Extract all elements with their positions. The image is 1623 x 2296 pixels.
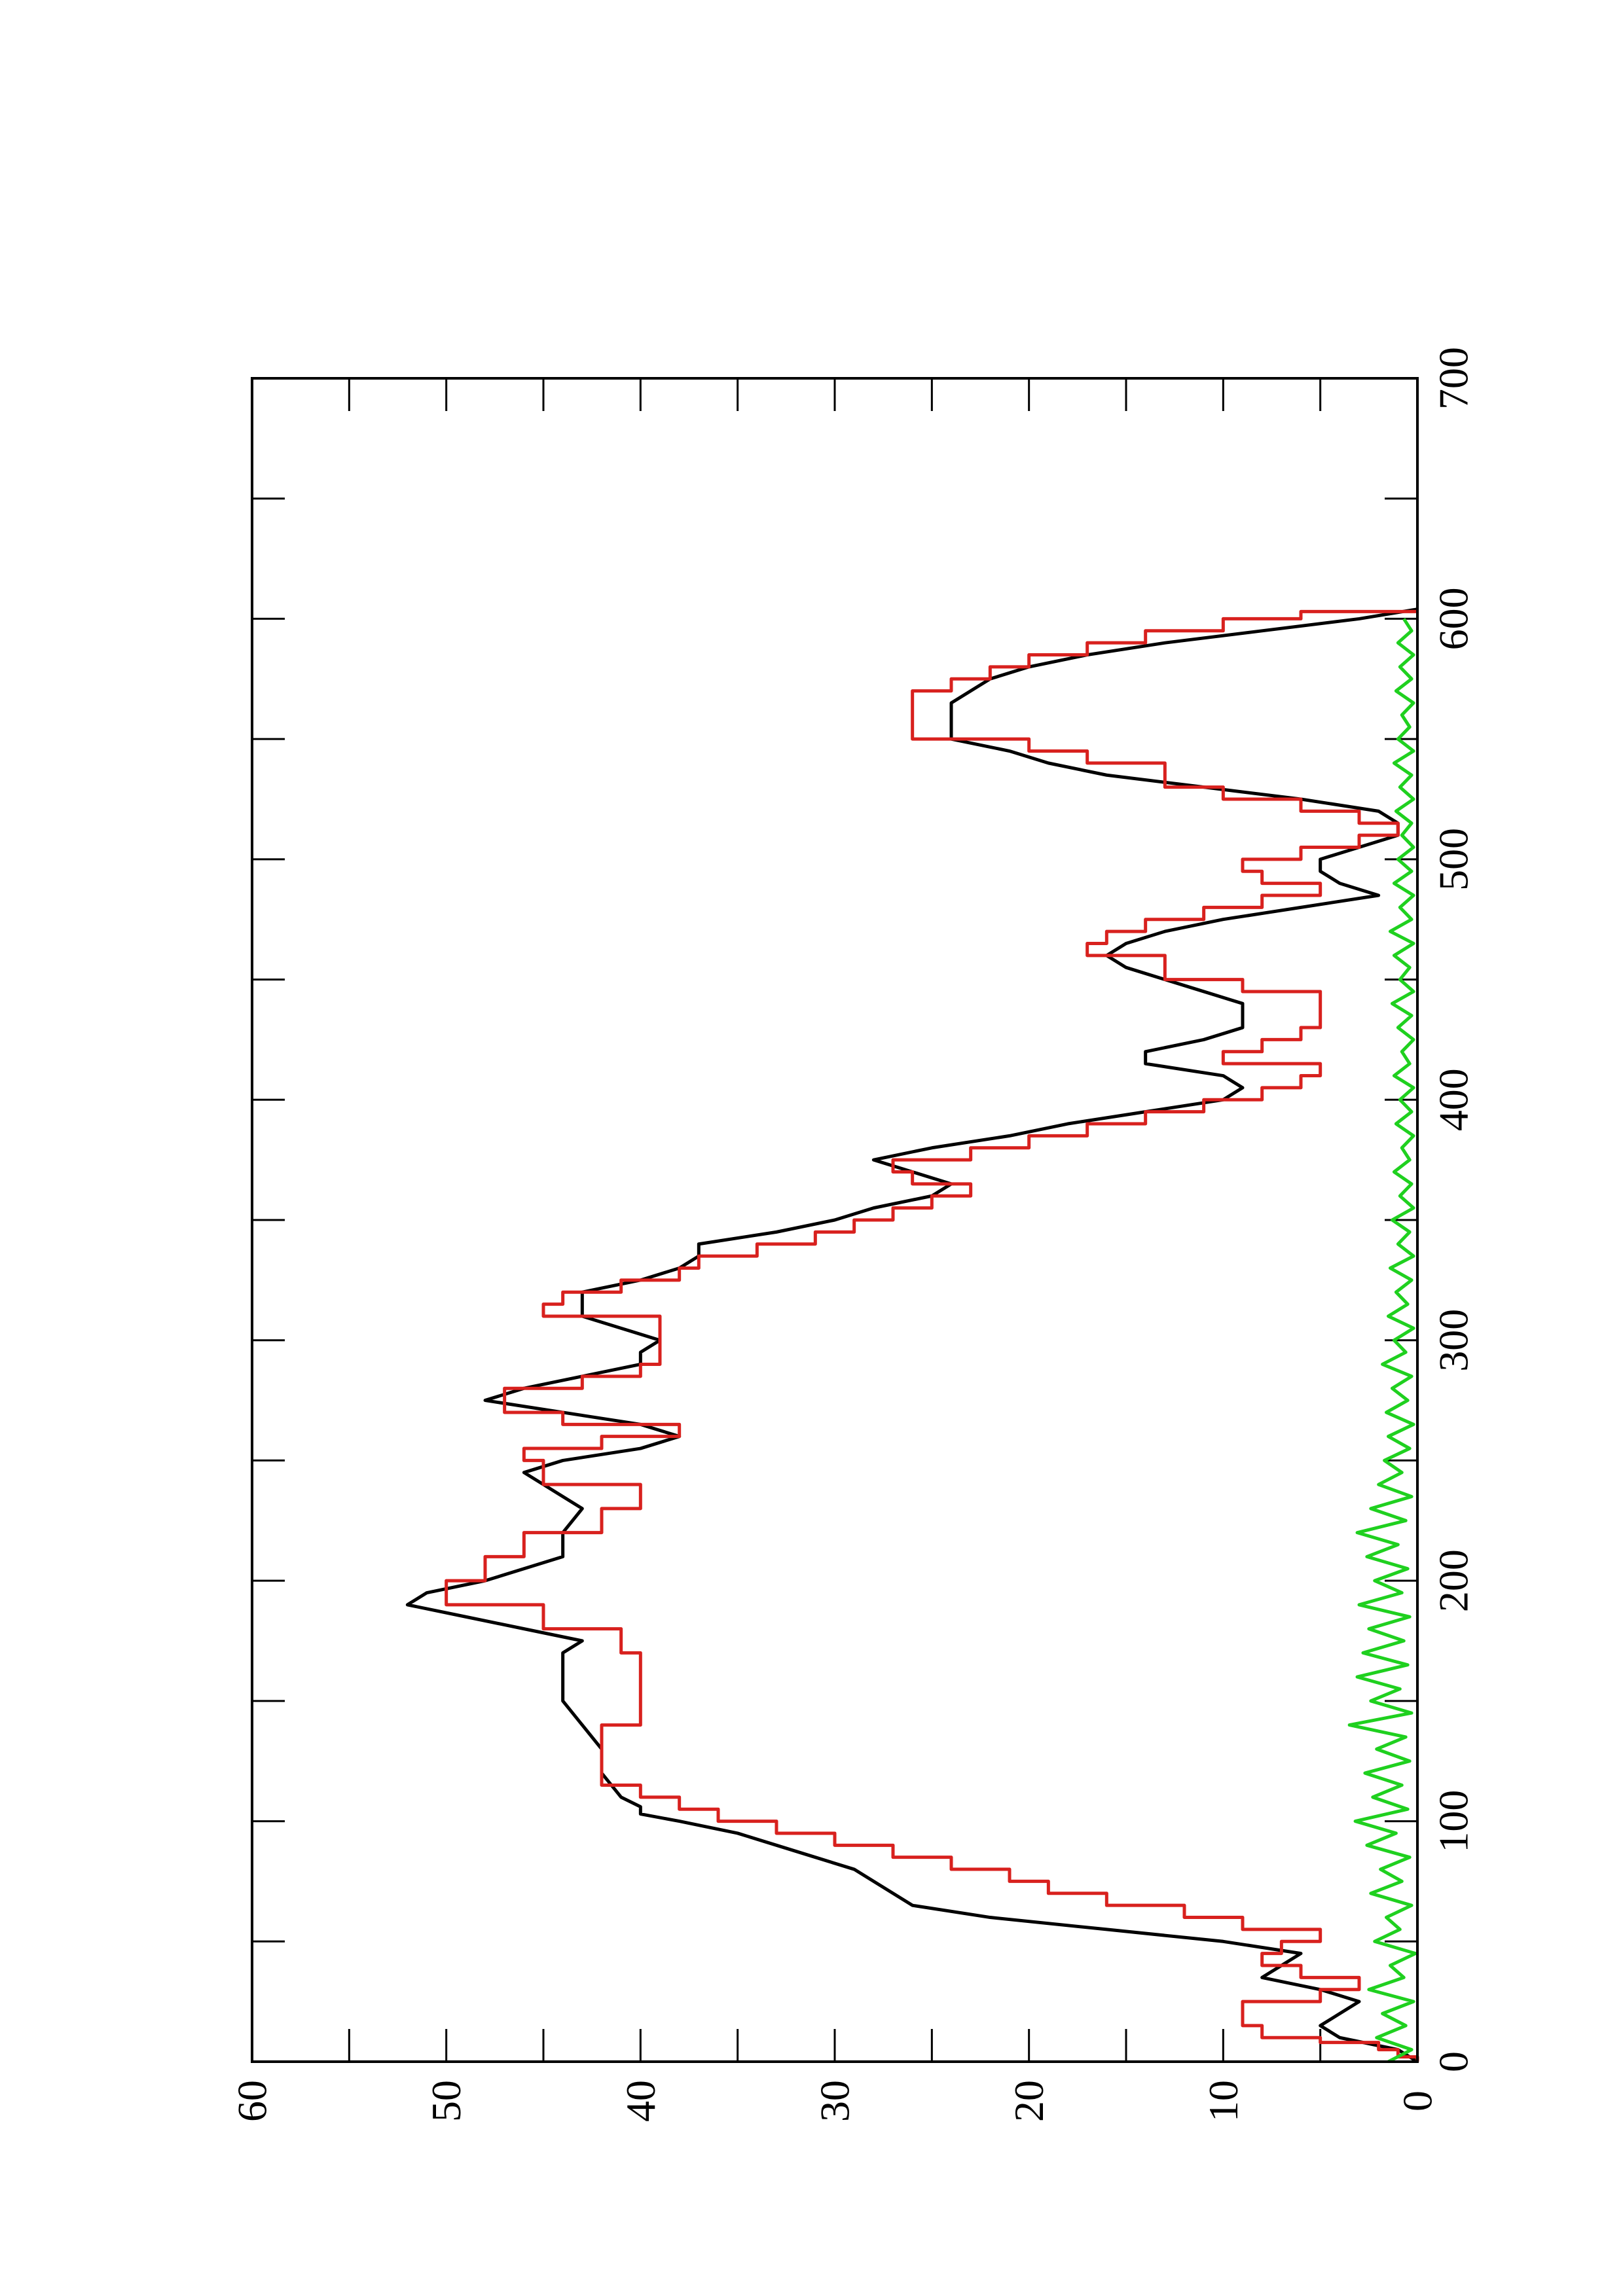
- x-tick-label: 600: [1431, 587, 1477, 650]
- series-line-2: [1347, 618, 1417, 2064]
- tick-labels: 0 100 200 300 400 500 600 700 0 10 20 30 40 50 60: [229, 347, 1477, 2122]
- x-tick-label: 200: [1431, 1549, 1477, 1612]
- y-tick-label: 40: [617, 2080, 664, 2122]
- chart-series: [405, 607, 1419, 2064]
- x-tick-label: 0: [1431, 2051, 1477, 2072]
- x-tick-label: 300: [1431, 1309, 1477, 1372]
- y-tick-label: 20: [1006, 2080, 1052, 2122]
- plot-frame: [251, 377, 1419, 2063]
- series-line-0: [405, 607, 1419, 2064]
- x-tick-label: 700: [1431, 347, 1477, 410]
- series-line-1: [445, 609, 1419, 2062]
- x-tick-label: 500: [1431, 828, 1477, 891]
- y-tick-label: 30: [812, 2080, 858, 2122]
- x-tick-label: 400: [1431, 1068, 1477, 1131]
- y-tick-label: 10: [1200, 2080, 1247, 2122]
- y-tick-label: 0: [1395, 2090, 1441, 2111]
- y-tick-label: 60: [229, 2080, 276, 2122]
- y-tick-label: 50: [423, 2080, 469, 2122]
- axis-ticks: [251, 377, 1419, 2063]
- x-tick-label: 100: [1431, 1790, 1477, 1853]
